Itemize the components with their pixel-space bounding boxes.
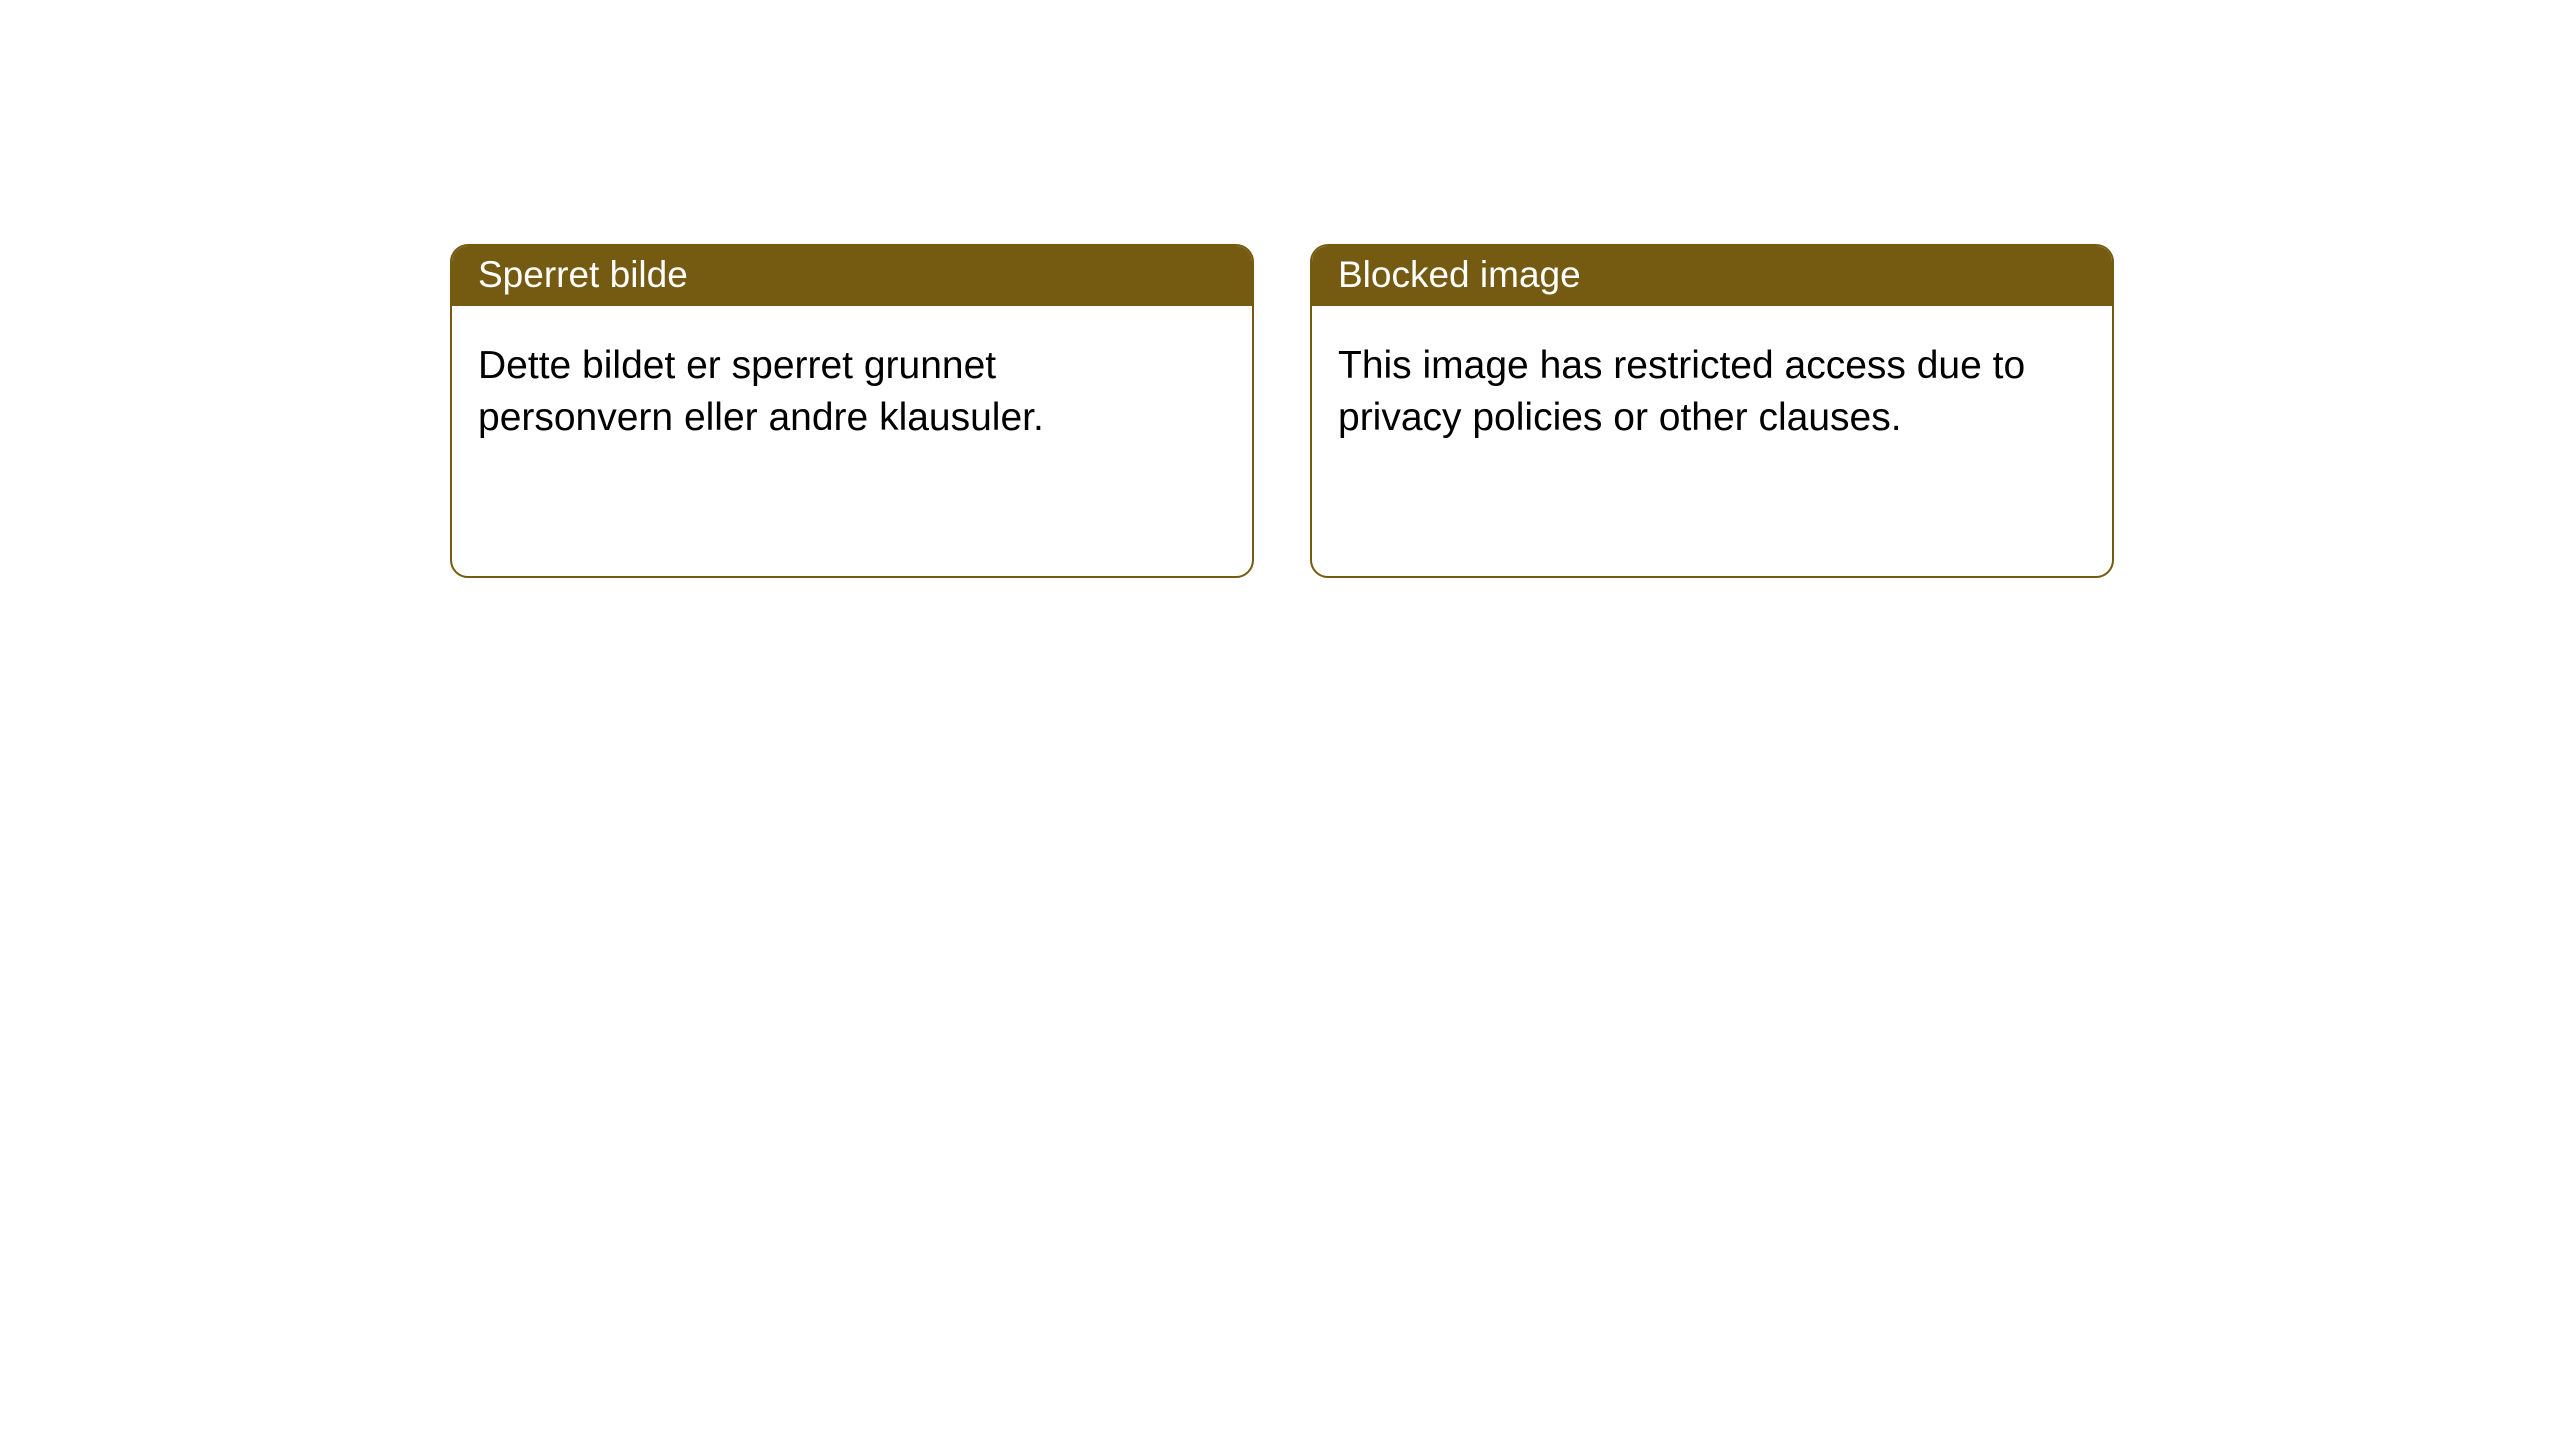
notice-card-norwegian: Sperret bilde Dette bildet er sperret gr… <box>450 244 1254 578</box>
notice-title: Sperret bilde <box>452 246 1252 306</box>
notice-title: Blocked image <box>1312 246 2112 306</box>
notice-message: This image has restricted access due to … <box>1338 340 2058 445</box>
notice-container: Sperret bilde Dette bildet er sperret gr… <box>0 0 2560 578</box>
notice-card-english: Blocked image This image has restricted … <box>1310 244 2114 578</box>
notice-body: Dette bildet er sperret grunnet personve… <box>452 306 1252 576</box>
notice-body: This image has restricted access due to … <box>1312 306 2112 576</box>
notice-message: Dette bildet er sperret grunnet personve… <box>478 340 1198 445</box>
